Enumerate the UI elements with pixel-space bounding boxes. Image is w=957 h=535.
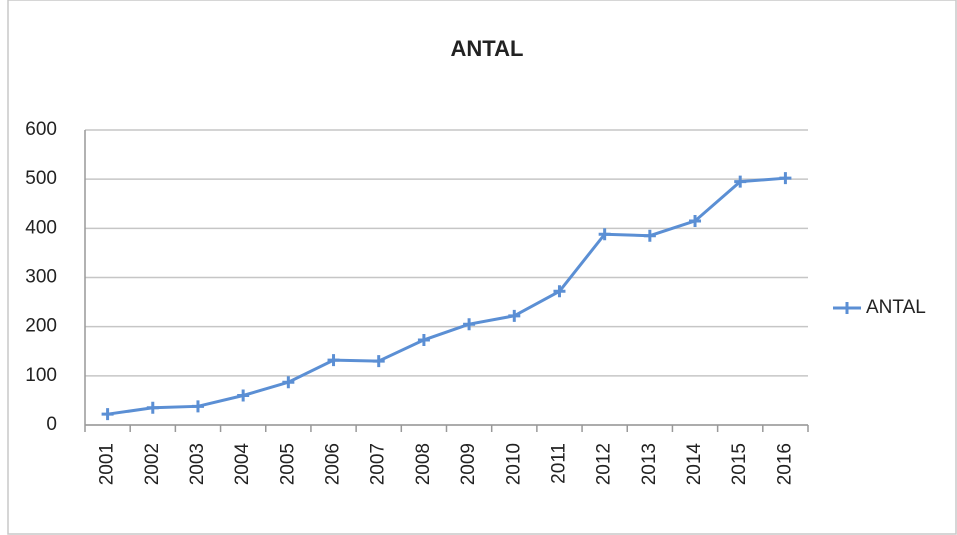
chart-title: ANTAL [451,36,524,61]
x-tick-label: 2001 [97,443,118,485]
point-marker [327,354,340,367]
series-line [107,176,786,416]
y-tick-label: 300 [25,267,57,288]
point-marker [689,214,702,227]
point-marker [417,333,430,346]
y-tick-label: 100 [25,365,57,386]
point-marker [508,309,521,322]
x-tick-label: 2004 [232,443,253,486]
point-marker [191,400,204,413]
x-tick-label: 2015 [729,443,750,485]
point-marker [237,389,250,402]
x-tick-label: 2014 [684,443,705,486]
point-marker [734,175,747,188]
point-marker [643,229,656,242]
point-marker [146,401,159,414]
x-tick-label: 2005 [277,443,298,485]
legend-marker [841,302,853,314]
point-marker [282,376,295,389]
point-marker [553,285,566,298]
point-marker [463,318,476,331]
x-tick-label: 2011 [548,443,569,484]
y-tick-label: 400 [25,217,57,238]
legend-label: ANTAL [866,297,926,318]
x-tick-label: 2002 [142,443,163,485]
y-tick-label: 0 [46,414,57,435]
x-tick-label: 2016 [774,443,795,485]
x-tick-label: 2010 [503,443,524,485]
chart-frame [7,0,957,535]
point-marker [598,228,611,241]
y-tick-label: 600 [25,119,57,140]
x-tick-label: 2013 [639,443,660,485]
y-tick-label: 200 [25,316,57,337]
point-marker [101,408,114,421]
x-tick-label: 2006 [323,443,344,485]
x-tick-label: 2009 [458,443,479,485]
x-tick-label: 2008 [413,443,434,485]
x-tick-label: 2003 [187,443,208,485]
point-marker [779,172,792,185]
x-tick-label: 2007 [368,443,389,485]
y-tick-label: 500 [25,168,57,189]
point-marker [372,355,385,368]
x-tick-label: 2012 [594,443,615,485]
